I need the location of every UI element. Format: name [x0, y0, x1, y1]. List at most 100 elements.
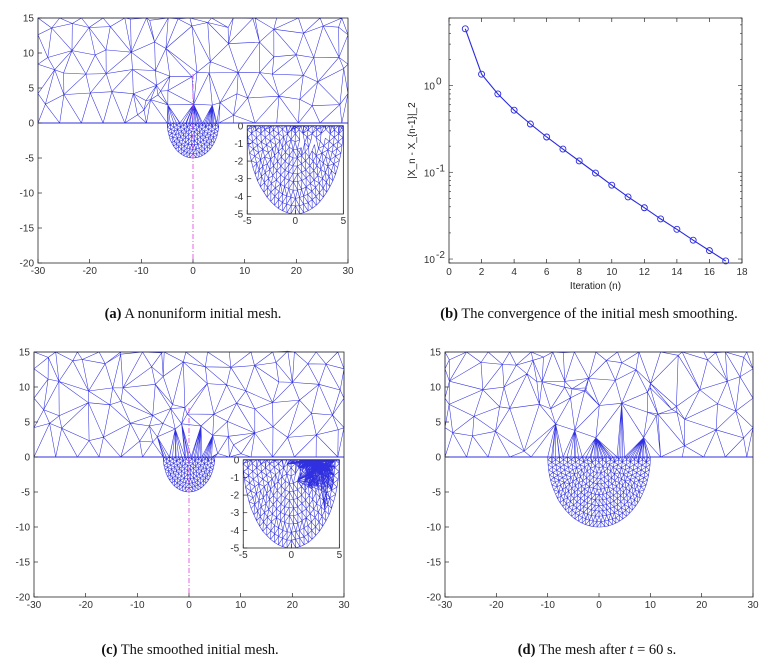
- panel-c-ytick-label: -20: [16, 593, 31, 604]
- caption-d-var: t: [629, 642, 634, 658]
- caption-c: (c) The smoothed initial mesh.: [101, 642, 278, 659]
- data-point-residual: [559, 145, 567, 153]
- panel-d-ytick-label: -20: [427, 593, 442, 604]
- data-point-residual: [624, 193, 632, 201]
- panel-b-xtick-label: 6: [544, 267, 550, 278]
- panel-c-ytick-label: 5: [24, 418, 30, 429]
- caption-d-rest: = 60 s.: [637, 642, 677, 658]
- panel-a-ytick-label: 15: [23, 14, 35, 25]
- data-point-residual: [592, 169, 599, 177]
- data-point-residual: [478, 70, 486, 78]
- inset-a-axes: -5 0 5 0 -1 -2 -3 -4 -5: [234, 121, 346, 227]
- caption-a-text: A nonuniform initial mesh.: [124, 306, 282, 322]
- panel-a-xtick-label: 30: [342, 266, 354, 277]
- inset-a-ytick-label: -1: [234, 139, 243, 150]
- panel-b-ytick-exponent: 0: [436, 77, 442, 88]
- panel-b-ytick-label: 10: [424, 255, 436, 266]
- caption-b-text: The convergence of the initial mesh smoo…: [461, 306, 738, 322]
- panel-c-xtick-label: 20: [287, 600, 299, 611]
- panel-b-xtick-label: 16: [704, 267, 716, 278]
- mesh-d: [444, 351, 754, 528]
- panel-c-xtick-label: -30: [27, 600, 42, 611]
- panel-c-ytick-label: 10: [19, 383, 31, 394]
- panel-d-ytick-label: 5: [435, 418, 441, 429]
- data-point-residual: [640, 204, 648, 212]
- panel-b-xtick-label: 12: [639, 267, 651, 278]
- inset-c-xtick-label: 0: [289, 550, 295, 561]
- panel-b-xtick-label: 4: [511, 267, 517, 278]
- panel-c-xtick-label: -20: [78, 600, 93, 611]
- caption-d-text: The mesh after: [538, 642, 626, 658]
- data-point-residual: [510, 106, 518, 114]
- inset-c-ytick-label: -5: [230, 544, 239, 555]
- data-point-residual: [705, 247, 713, 255]
- inset-c-ytick-label: -2: [230, 491, 239, 502]
- panel-a-xtick-label: 10: [239, 266, 251, 277]
- inset-a-ytick-label: -5: [234, 210, 243, 221]
- inset-c-xtick-label: 5: [337, 550, 343, 561]
- panel-d-ytick-label: 10: [430, 383, 442, 394]
- inset-c-ytick-label: -1: [230, 473, 239, 484]
- caption-d-tag: (d): [517, 642, 536, 658]
- panel-a-ytick-label: -5: [25, 154, 34, 165]
- panel-d-ytick-label: -15: [427, 558, 442, 569]
- panel-d-xtick-label: -20: [489, 600, 504, 611]
- panel-a-xtick-label: -30: [31, 266, 46, 277]
- panel-b-axes-box: [448, 17, 743, 264]
- data-point-residual: [543, 133, 551, 141]
- data-point-residual: [689, 236, 697, 244]
- caption-c-tag: (c): [101, 642, 118, 658]
- panel-d-ytick-label: -10: [427, 523, 442, 534]
- inset-c-axes: -5 0 5 0 -1 -2 -3 -4 -5: [230, 455, 342, 561]
- inset-a-ytick-label: 0: [238, 121, 244, 132]
- inset-c-ytick-label: -3: [230, 508, 239, 519]
- panel-b-xlabel: Iteration (n): [570, 281, 621, 292]
- panel-a-xtick-label: 0: [190, 266, 196, 277]
- inset-c-ytick-label: 0: [234, 455, 240, 466]
- panel-a-ytick-label: 10: [23, 49, 35, 60]
- panel-b-xtick-label: 0: [446, 267, 452, 278]
- panel-c-xtick-label: 10: [235, 600, 247, 611]
- caption-c-text: The smoothed initial mesh.: [120, 642, 279, 658]
- data-point-residual: [657, 215, 665, 223]
- caption-b-tag: (b): [440, 306, 458, 322]
- inset-c: -5 0 5 0 -1 -2 -3 -4 -5: [230, 455, 342, 561]
- panel-b-ytick-label: 10: [424, 82, 436, 93]
- data-point-residual: [461, 25, 469, 33]
- data-point-residual: [526, 120, 534, 128]
- inset-a-xtick-label: 0: [293, 216, 299, 227]
- panel-c-xtick-label: -10: [130, 600, 145, 611]
- panel-a-xtick-label: 20: [291, 266, 303, 277]
- data-point-residual: [673, 225, 681, 233]
- panel-c-ytick-label: -15: [16, 558, 31, 569]
- data-point-residual: [722, 257, 730, 265]
- panel-a-ytick-label: -10: [20, 189, 35, 200]
- panel-d-xtick-label: 30: [747, 600, 759, 611]
- inset-a-ytick-label: -2: [234, 157, 243, 168]
- inset-a-ytick-label: -4: [234, 192, 243, 203]
- data-point-residual: [608, 181, 616, 189]
- panel-d-xtick-label: -30: [438, 600, 453, 611]
- panel-b-xtick-label: 14: [671, 267, 683, 278]
- panel-c-ytick-label: -10: [16, 523, 31, 534]
- panel-c-ytick-label: -5: [21, 488, 30, 499]
- panel-b-ytick-exponent: -2: [436, 250, 445, 261]
- panel-a-ytick-label: 5: [28, 84, 34, 95]
- panel-d-xtick-label: 20: [696, 600, 708, 611]
- data-point-residual: [575, 157, 583, 165]
- panel-a-xtick-label: -20: [82, 266, 97, 277]
- inset-c-xtick-label: -5: [239, 550, 248, 561]
- inset-a-ytick-label: -3: [234, 174, 243, 185]
- inset-a-xtick-label: 5: [341, 216, 347, 227]
- panel-a-ytick-label: -20: [20, 259, 35, 270]
- inset-a: -5 0 5 0 -1 -2 -3 -4 -5: [234, 121, 346, 227]
- panel-b-xtick-label: 18: [736, 267, 748, 278]
- panel-a-ytick-label: -15: [20, 224, 35, 235]
